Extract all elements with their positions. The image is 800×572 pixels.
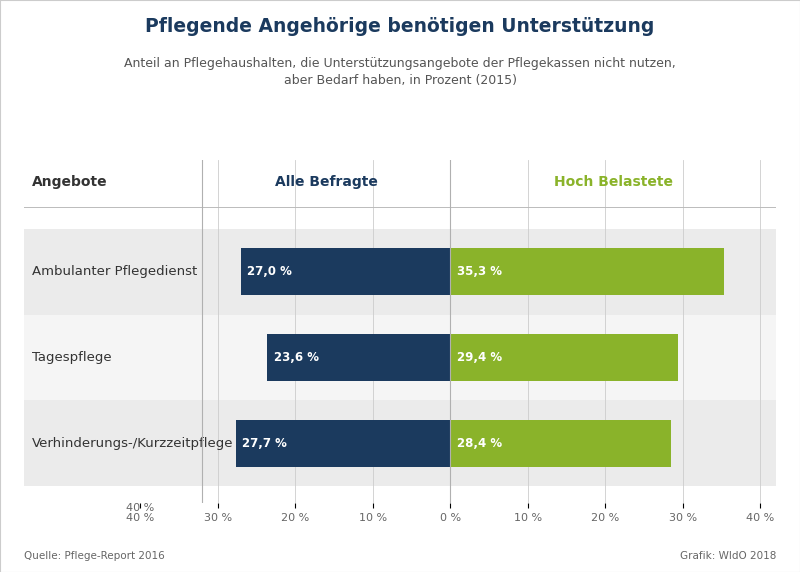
Text: 27,0 %: 27,0 %	[247, 265, 292, 278]
Bar	[450, 334, 678, 381]
Text: 29,4 %: 29,4 %	[457, 351, 502, 364]
Text: Pflegende Angehörige benötigen Unterstützung: Pflegende Angehörige benötigen Unterstüt…	[146, 17, 654, 36]
Bar	[236, 420, 450, 467]
Text: 23,6 %: 23,6 %	[274, 351, 318, 364]
Text: 27,7 %: 27,7 %	[242, 437, 286, 450]
Text: Angebote: Angebote	[32, 174, 107, 189]
Text: Hoch Belastete: Hoch Belastete	[554, 174, 673, 189]
Text: Grafik: WIdO 2018: Grafik: WIdO 2018	[680, 551, 776, 561]
Text: 28,4 %: 28,4 %	[457, 437, 502, 450]
Bar	[24, 315, 776, 400]
Text: 40 %: 40 %	[126, 503, 154, 513]
Text: Verhinderungs-/Kurzzeitpflege: Verhinderungs-/Kurzzeitpflege	[32, 437, 234, 450]
Text: Quelle: Pflege-Report 2016: Quelle: Pflege-Report 2016	[24, 551, 165, 561]
Bar	[450, 248, 724, 295]
Text: Alle Befragte: Alle Befragte	[275, 174, 378, 189]
Bar	[450, 420, 670, 467]
Bar	[267, 334, 450, 381]
Text: Anteil an Pflegehaushalten, die Unterstützungsangebote der Pflegekassen nicht nu: Anteil an Pflegehaushalten, die Unterstü…	[124, 57, 676, 87]
Text: Tagespflege: Tagespflege	[32, 351, 111, 364]
Text: 35,3 %: 35,3 %	[457, 265, 502, 278]
Bar	[24, 229, 776, 315]
Text: Ambulanter Pflegedienst: Ambulanter Pflegedienst	[32, 265, 197, 278]
Bar	[24, 400, 776, 486]
Bar	[241, 248, 450, 295]
